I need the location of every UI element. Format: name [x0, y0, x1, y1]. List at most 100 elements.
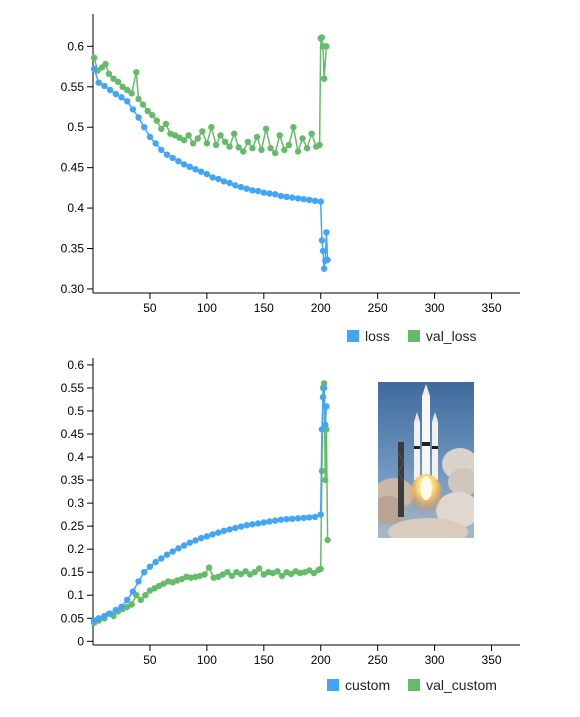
data-point-val-loss	[244, 138, 252, 145]
data-point-custom	[243, 522, 250, 529]
data-point-val-loss	[158, 125, 165, 132]
x-tick-label: 150	[254, 653, 274, 667]
data-point-val-custom	[228, 572, 236, 580]
data-point-val-custom	[310, 569, 318, 577]
data-point-val-custom	[324, 536, 331, 544]
data-point-loss	[283, 193, 290, 200]
y-tick-label: 0.15	[61, 565, 85, 579]
data-point-val-loss	[316, 141, 323, 149]
legend-swatch-custom	[327, 679, 339, 691]
series-val-loss	[90, 34, 330, 157]
data-point-val-custom	[274, 568, 281, 575]
data-point-loss	[226, 179, 233, 187]
data-point-val-loss	[231, 130, 238, 137]
data-point-custom	[141, 569, 148, 576]
data-point-loss	[300, 196, 307, 203]
data-point-loss	[243, 185, 250, 192]
rocket-launch-image	[378, 382, 474, 538]
data-point-val-loss	[318, 34, 326, 41]
data-point-val-loss	[128, 90, 135, 97]
data-point-custom	[95, 615, 102, 622]
series-line-custom	[93, 387, 328, 622]
data-point-loss	[320, 265, 328, 272]
data-point-val-custom	[287, 570, 295, 578]
data-point-loss	[101, 82, 108, 90]
data-point-loss	[232, 182, 239, 189]
legend-label-custom: custom	[345, 677, 391, 693]
series-line-val-custom	[93, 383, 329, 624]
data-point-custom	[318, 426, 326, 433]
data-point-custom	[186, 539, 193, 546]
data-point-val-loss	[144, 107, 151, 115]
data-point-custom	[260, 519, 267, 526]
data-point-custom	[152, 558, 159, 566]
data-point-loss	[311, 197, 319, 204]
data-point-loss	[323, 229, 330, 236]
data-point-custom	[320, 384, 328, 392]
data-point-loss	[152, 140, 159, 147]
data-point-loss	[317, 198, 324, 205]
data-point-val-custom	[128, 601, 135, 608]
data-point-val-loss	[102, 60, 109, 68]
data-point-custom	[124, 596, 131, 604]
data-point-custom	[322, 421, 329, 428]
data-point-val-custom	[251, 569, 258, 576]
data-point-custom	[135, 578, 142, 585]
data-point-loss	[220, 178, 228, 185]
y-tick-label: 0	[77, 634, 84, 648]
legend-swatch-val-loss	[407, 330, 420, 342]
data-point-val-custom	[137, 596, 144, 604]
data-point-val-loss	[114, 78, 122, 86]
chart-2: 0 0.05 0.1 0.15 0.2 0.25 0.3 0.35 0.4 0.45 0.5 0.55…	[61, 358, 520, 667]
x-tick-label: 250	[368, 301, 388, 315]
data-point-custom	[226, 526, 233, 533]
legend-swatch-val-custom	[408, 679, 421, 691]
data-point-val-loss	[194, 135, 201, 142]
data-point-custom	[175, 545, 182, 552]
data-point-custom	[129, 588, 137, 595]
data-point-val-loss	[290, 124, 297, 131]
x-tick-label: 300	[425, 653, 445, 667]
data-point-val-loss	[105, 70, 113, 78]
x-tick-label: 150	[254, 301, 274, 315]
data-point-val-custom	[242, 568, 249, 575]
data-point-loss	[169, 154, 176, 162]
x-tick-label: 50	[143, 653, 157, 667]
data-point-loss	[95, 79, 102, 86]
data-point-loss	[272, 191, 279, 198]
data-point-loss	[129, 106, 137, 113]
data-point-custom	[300, 514, 307, 522]
data-point-val-loss	[208, 124, 215, 131]
data-point-custom	[220, 527, 228, 534]
data-point-val-loss	[281, 146, 288, 154]
data-point-loss	[306, 196, 313, 204]
data-point-val-custom	[142, 592, 149, 599]
data-point-val-loss	[320, 75, 328, 82]
data-point-loss	[180, 161, 188, 168]
legend-label-loss: loss	[365, 328, 390, 344]
x-tick-label: 300	[425, 301, 445, 315]
data-point-loss	[175, 158, 182, 165]
data-point-loss	[289, 194, 296, 201]
data-point-loss	[260, 189, 267, 196]
data-point-val-loss	[249, 145, 256, 152]
data-point-custom	[112, 606, 120, 614]
data-point-loss	[215, 175, 222, 183]
data-point-val-loss	[285, 141, 293, 149]
data-point-val-loss	[135, 95, 142, 103]
data-point-loss	[209, 174, 216, 181]
data-point-loss	[163, 151, 171, 158]
data-point-custom	[306, 514, 313, 521]
data-point-val-loss	[235, 144, 242, 151]
data-point-val-loss	[253, 133, 261, 141]
data-point-loss	[324, 256, 331, 263]
y-tick-label: 0.2	[67, 542, 84, 556]
data-point-custom	[319, 394, 327, 401]
data-point-val-loss	[258, 146, 265, 154]
data-point-val-loss	[180, 137, 188, 144]
x-tick-label: 100	[197, 653, 217, 667]
x-tick-label: 350	[482, 653, 502, 667]
data-point-custom	[146, 563, 154, 570]
data-point-loss	[186, 163, 193, 170]
data-point-custom	[232, 524, 239, 532]
